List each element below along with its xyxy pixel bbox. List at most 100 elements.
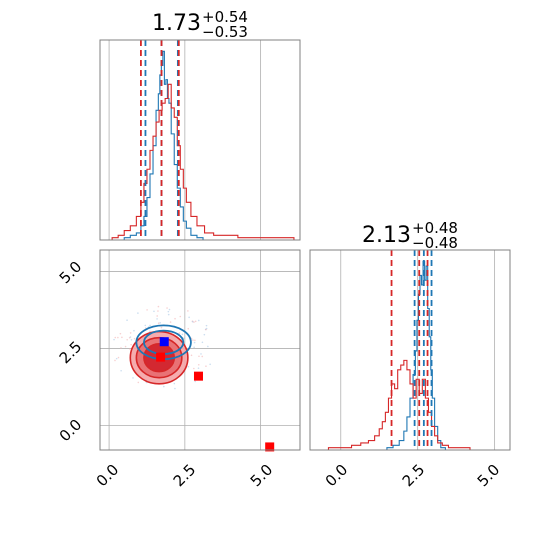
- sample-dot: [129, 332, 132, 334]
- x-tick-labels-marginal-2: 0.0 2.5 5.0: [322, 461, 504, 491]
- y-tick-labels: 0.0 2.5 5.0: [56, 258, 86, 446]
- sample-dot: [133, 329, 135, 332]
- sample-dot: [203, 333, 206, 336]
- sample-dot: [126, 338, 128, 341]
- sample-dot: [126, 319, 128, 322]
- sample-dot: [157, 310, 159, 312]
- sample-dot: [169, 321, 172, 323]
- sample-dot: [187, 310, 189, 312]
- joint-scatter-panel: [99, 249, 301, 452]
- sample-dot: [144, 324, 147, 327]
- marginal-histogram-2: [309, 249, 511, 451]
- panel-frame: [309, 249, 511, 451]
- sample-dot: [120, 347, 122, 349]
- sample-dot: [133, 337, 136, 340]
- sample-dot: [129, 336, 132, 338]
- sample-dot: [121, 336, 123, 339]
- sample-dot: [178, 332, 181, 334]
- x-tick-label: 2.5: [170, 461, 200, 491]
- sample-dot: [194, 380, 196, 383]
- y-tick-label: 2.5: [56, 338, 86, 368]
- sample-dot: [168, 308, 171, 311]
- x-tick-label: 5.0: [247, 461, 277, 491]
- panel-frame: [99, 249, 301, 451]
- sample-dot: [146, 309, 148, 311]
- sample-dot: [156, 318, 158, 320]
- sample-dot: [137, 381, 140, 384]
- sample-dot: [198, 355, 200, 358]
- title-1-minus: −0.53: [202, 23, 248, 41]
- panel-frame: [99, 39, 301, 241]
- title-1-value: 1.73: [152, 11, 201, 36]
- sample-dot: [113, 338, 115, 341]
- sample-dot: [187, 327, 190, 330]
- sample-dot: [157, 322, 160, 325]
- sample-dot: [197, 363, 200, 366]
- sample-dot: [167, 310, 170, 313]
- sample-dot: [149, 330, 151, 333]
- sample-dot: [194, 339, 196, 342]
- sample-dot: [200, 353, 202, 355]
- title-1-plus: +0.54: [202, 8, 248, 26]
- title-2-minus: −0.48: [412, 234, 458, 252]
- sample-dot: [201, 341, 204, 344]
- x-tick-label: 0.0: [322, 461, 352, 491]
- title-param-1: 1.73 +0.54 −0.53: [152, 8, 248, 41]
- red-histogram-series: [111, 83, 295, 240]
- blue-histogram-series: [123, 50, 204, 240]
- red-marker-point: [265, 442, 275, 452]
- sample-dot: [188, 316, 190, 319]
- x-tick-label: 5.0: [474, 461, 504, 491]
- sample-dot: [193, 346, 195, 349]
- sample-dot: [166, 307, 168, 309]
- sample-dot: [130, 343, 132, 346]
- title-2-plus: +0.48: [412, 219, 458, 237]
- blue-marker-point: [159, 337, 169, 347]
- y-tick-label: 0.0: [56, 416, 86, 446]
- title-param-2: 2.13 +0.48 −0.48: [362, 219, 458, 252]
- sample-dot: [114, 336, 117, 339]
- sample-dot: [192, 339, 194, 341]
- sample-dot: [137, 312, 139, 314]
- sample-dot: [190, 354, 193, 357]
- sample-dot: [193, 321, 195, 323]
- y-tick-label: 5.0: [56, 258, 86, 288]
- marginal-histogram-1: [99, 39, 301, 241]
- sample-dot: [128, 348, 131, 350]
- sample-dot: [174, 317, 176, 320]
- sample-dot: [197, 367, 200, 369]
- red-marker-point: [193, 371, 203, 381]
- sample-dot: [209, 363, 211, 366]
- red-marker-point: [156, 352, 166, 362]
- x-tick-labels-joint: 0.0 2.5 5.0: [93, 461, 277, 491]
- sample-dot: [191, 320, 194, 323]
- sample-dot: [163, 385, 165, 388]
- sample-dot: [120, 369, 122, 372]
- sample-dot: [160, 326, 163, 329]
- red-histogram-series: [327, 359, 471, 450]
- sample-dot: [157, 305, 160, 308]
- sample-dot: [167, 313, 170, 316]
- sample-dot: [205, 324, 208, 327]
- sample-dot: [179, 315, 182, 318]
- sample-dot: [193, 367, 195, 370]
- x-tick-label: 0.0: [93, 461, 123, 491]
- sample-dot: [193, 341, 196, 344]
- sample-dot: [119, 332, 122, 335]
- blue-histogram-series: [386, 260, 446, 450]
- title-2-value: 2.13: [362, 223, 411, 248]
- sample-dot: [205, 365, 207, 367]
- sample-dot: [153, 310, 155, 313]
- sample-dot: [194, 320, 197, 323]
- sample-dot: [207, 345, 209, 348]
- sample-dot: [114, 359, 116, 362]
- sample-dot: [181, 333, 184, 336]
- sample-dot: [117, 336, 119, 339]
- sample-dot: [130, 338, 133, 341]
- sample-dot: [205, 328, 207, 331]
- sample-dot: [201, 355, 204, 358]
- sample-dot: [132, 377, 134, 379]
- sample-dot: [174, 387, 176, 390]
- sample-dot: [115, 357, 118, 360]
